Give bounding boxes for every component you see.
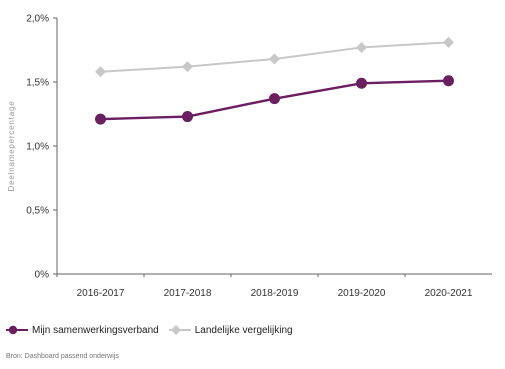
y-tick-label-1: 0,5%	[26, 206, 49, 217]
data-point-series-2-0	[95, 66, 106, 78]
y-tick-label-0: 0%	[35, 270, 50, 281]
data-point-series-1-2	[269, 93, 280, 105]
chart-legend: Mijn samenwerkingsverband Landelijke ver…	[6, 321, 303, 339]
y-axis-title: Deelnamepercentage	[7, 101, 16, 192]
data-point-series-2-4	[443, 36, 454, 48]
data-point-series-2-2	[269, 53, 280, 65]
x-tick-label-1: 2017-2018	[164, 288, 212, 299]
data-point-series-2-3	[356, 41, 367, 53]
legend-marker-series-1	[6, 325, 28, 335]
legend-label-series-1: Mijn samenwerkingsverband	[32, 324, 159, 336]
x-tick-label-0: 2016-2017	[77, 288, 125, 299]
data-point-series-1-3	[356, 77, 367, 89]
x-tick-label-4: 2020-2021	[425, 288, 473, 299]
y-tick-label-2: 1,0%	[26, 142, 49, 153]
source-note: Bron: Dashboard passend onderwijs	[6, 353, 119, 360]
legend-marker-series-2	[168, 325, 191, 335]
y-tick-label-3: 1,5%	[26, 78, 49, 89]
data-point-series-1-4	[443, 75, 454, 87]
legend-item-series-1: Mijn samenwerkingsverband	[6, 324, 159, 336]
data-point-series-1-0	[95, 113, 106, 125]
legend-item-series-2: Landelijke vergelijking	[168, 324, 293, 336]
data-point-series-1-1	[182, 111, 193, 123]
chart-canvas: 0% 0,5% 1,0% 1,5% 2,0% 2016-2017 2017-2018 2018…	[7, 14, 492, 299]
y-tick-label-4: 2,0%	[26, 14, 49, 25]
legend-label-series-2: Landelijke vergelijking	[194, 324, 293, 336]
x-tick-label-3: 2019-2020	[338, 288, 386, 299]
x-tick-label-2: 2018-2019	[251, 288, 299, 299]
data-point-series-2-1	[182, 61, 193, 73]
